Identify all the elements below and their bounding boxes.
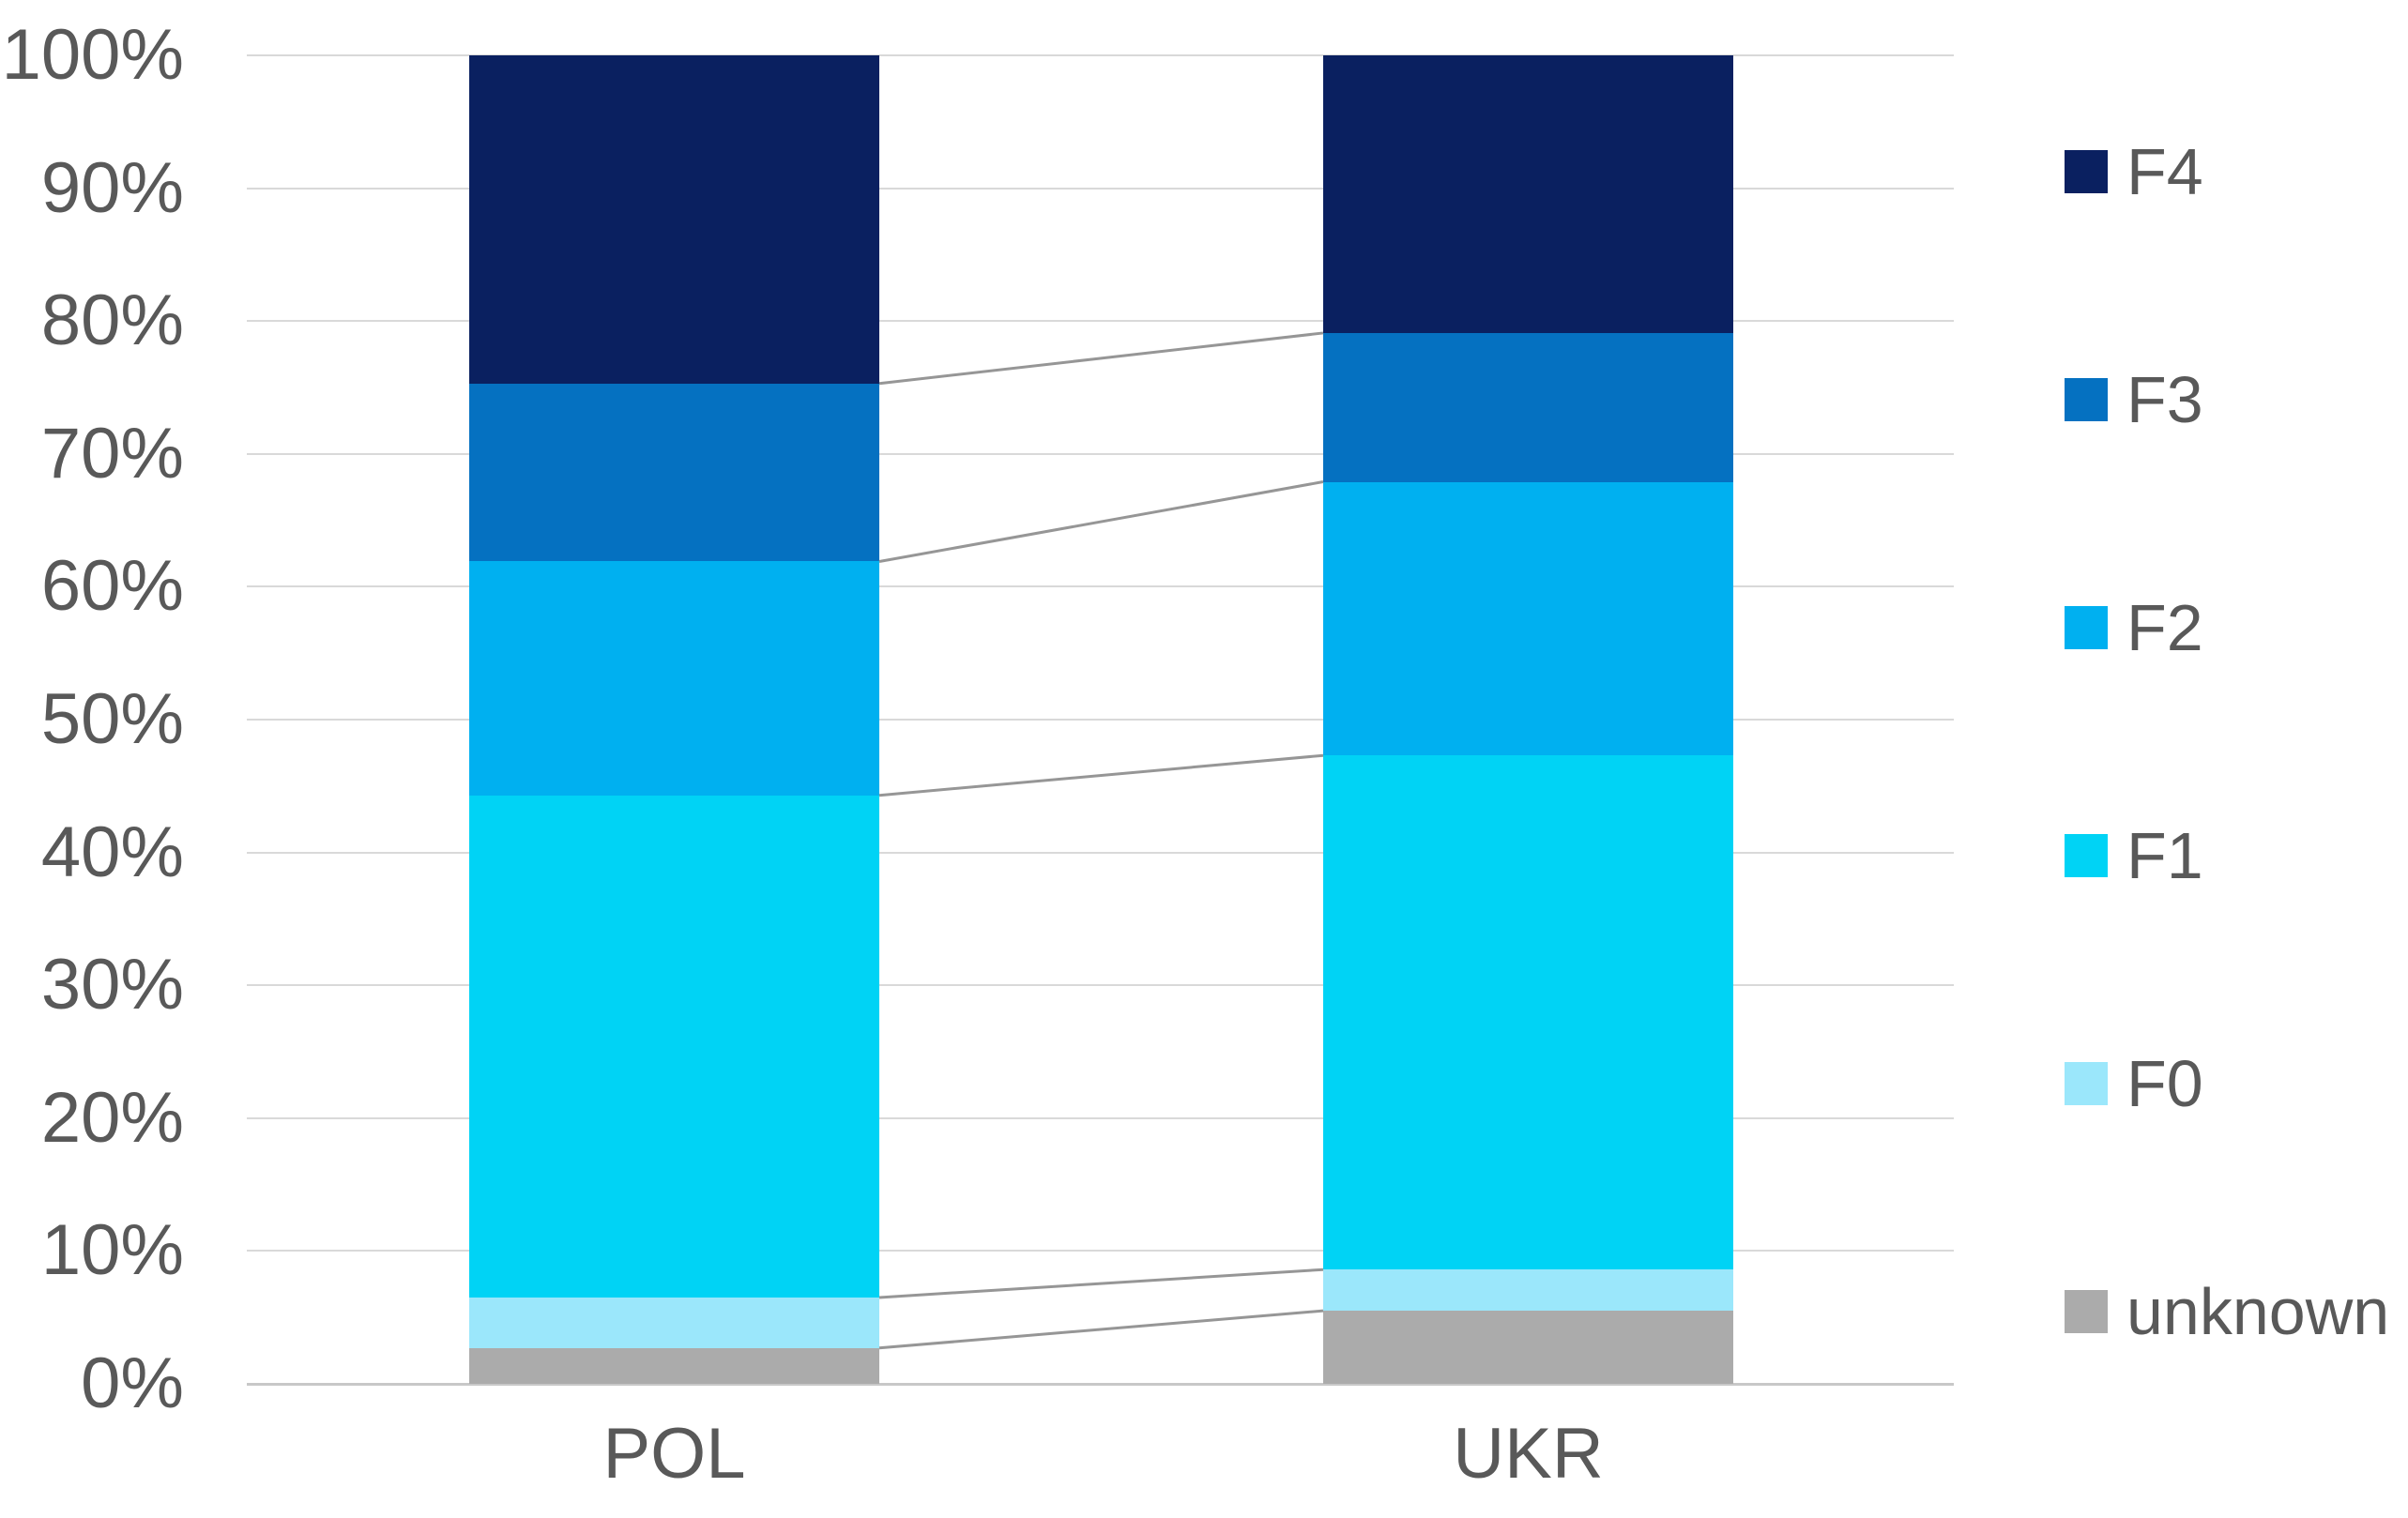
bar-segment-F3-POL [469, 383, 879, 562]
x-axis-label-POL: POL [602, 1414, 746, 1494]
series-line-above-F2 [878, 480, 1324, 563]
gridline [247, 585, 1954, 588]
y-axis-tick-label: 100% [1, 15, 184, 95]
legend-item-F2: F2 [2065, 591, 2203, 664]
series-line-above-F0 [878, 1268, 1324, 1299]
y-axis-tick-label: 50% [40, 679, 184, 759]
gridline [247, 984, 1954, 987]
series-line-above-unknown [878, 1309, 1324, 1350]
gridline [247, 1250, 1954, 1252]
gridline [247, 320, 1954, 323]
y-axis-tick-label: 40% [40, 812, 184, 892]
legend-swatch-unknown [2065, 1290, 2108, 1333]
bar-segment-F2-UKR [1323, 481, 1733, 756]
legend-item-F1: F1 [2065, 819, 2203, 892]
bar-segment-F1-UKR [1323, 755, 1733, 1270]
bar-segment-unknown-POL [469, 1347, 879, 1384]
legend-label-unknown: unknown [2126, 1275, 2390, 1348]
bar-segment-F4-UKR [1323, 55, 1733, 333]
x-axis-line [247, 1383, 1954, 1386]
legend-label-F4: F4 [2126, 135, 2203, 208]
legend-label-F0: F0 [2126, 1047, 2203, 1120]
y-axis-tick-label: 70% [40, 413, 184, 493]
gridline [247, 1116, 1954, 1119]
bar-segment-F2-POL [469, 561, 879, 796]
series-line-above-F1 [878, 753, 1324, 797]
bar-segment-F0-UKR [1323, 1269, 1733, 1312]
bar-segment-unknown-UKR [1323, 1311, 1733, 1384]
legend-label-F3: F3 [2126, 363, 2203, 436]
legend-swatch-F2 [2065, 606, 2108, 649]
x-axis-label-UKR: UKR [1453, 1414, 1604, 1494]
legend-swatch-F0 [2065, 1062, 2108, 1105]
y-axis-tick-label: 10% [40, 1210, 184, 1291]
legend-swatch-F1 [2065, 834, 2108, 877]
gridline [247, 851, 1954, 854]
legend-item-F0: F0 [2065, 1047, 2203, 1120]
legend-label-F1: F1 [2126, 819, 2203, 892]
legend-swatch-F3 [2065, 378, 2108, 421]
y-axis-tick-label: 60% [40, 546, 184, 627]
series-line-above-F3 [878, 331, 1324, 386]
gridline [247, 452, 1954, 455]
gridline [247, 54, 1954, 56]
y-axis-tick-label: 30% [40, 945, 184, 1025]
legend-item-unknown: unknown [2065, 1275, 2389, 1348]
y-axis-tick-label: 80% [40, 281, 184, 361]
gridline [247, 719, 1954, 721]
y-axis-tick-label: 0% [81, 1343, 184, 1423]
legend-item-F4: F4 [2065, 135, 2203, 208]
y-axis-tick-label: 20% [40, 1077, 184, 1158]
bar-segment-F3-UKR [1323, 332, 1733, 482]
bar-segment-F4-POL [469, 55, 879, 384]
bar-segment-F0-POL [469, 1297, 879, 1348]
bar-segment-F1-POL [469, 795, 879, 1298]
legend-item-F3: F3 [2065, 363, 2203, 436]
y-axis-tick-label: 90% [40, 147, 184, 228]
legend-swatch-F4 [2065, 150, 2108, 193]
gridline [247, 187, 1954, 190]
legend-label-F2: F2 [2126, 591, 2203, 664]
